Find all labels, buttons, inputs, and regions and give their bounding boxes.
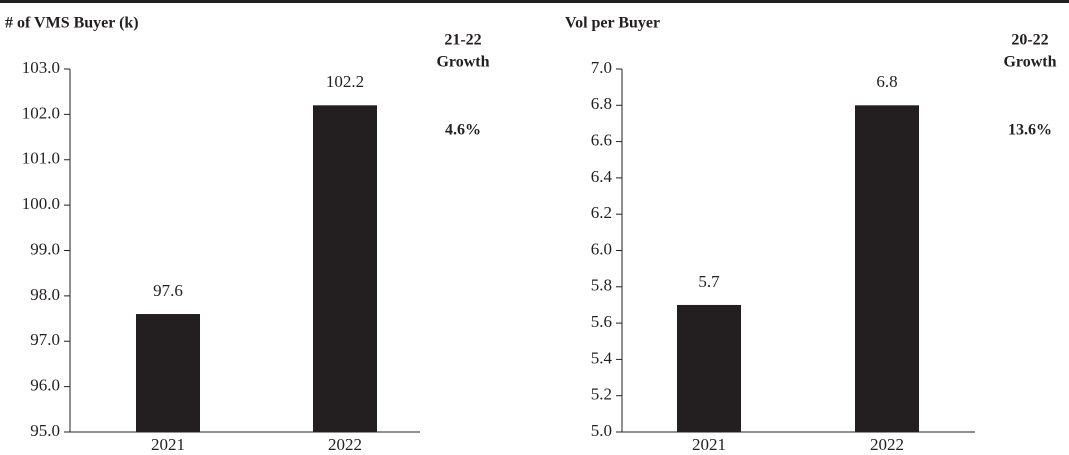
annotation-heading: 21-22 [444, 32, 481, 49]
y-tick-label: 102.0 [22, 103, 60, 122]
y-tick-label: 101.0 [22, 149, 60, 168]
y-tick-label: 5.0 [591, 421, 612, 440]
chart-title: Vol per Buyer [565, 15, 660, 32]
y-tick-label: 6.4 [591, 167, 613, 186]
annotation-heading: Growth [1003, 54, 1056, 71]
annotation-value: 13.6% [1008, 122, 1052, 139]
bar [313, 105, 377, 433]
chart-title: # of VMS Buyer (k) [5, 15, 139, 32]
x-tick-label: 2022 [870, 435, 904, 454]
annotation-value: 4.6% [445, 122, 481, 139]
y-tick-label: 97.0 [30, 330, 60, 349]
bar [677, 304, 741, 432]
bar [136, 314, 200, 432]
x-tick-label: 2021 [151, 435, 185, 454]
y-tick-label: 96.0 [30, 376, 60, 395]
bar [855, 105, 919, 433]
value-label: 5.7 [698, 272, 720, 291]
value-label: 97.6 [153, 281, 183, 300]
annotation-heading: Growth [436, 54, 489, 71]
x-tick-label: 2021 [692, 435, 726, 454]
y-tick-label: 5.2 [591, 385, 612, 404]
y-tick-label: 103.0 [22, 58, 60, 77]
y-tick-label: 6.0 [591, 239, 612, 258]
y-tick-label: 6.2 [591, 203, 612, 222]
x-tick-label: 2022 [328, 435, 362, 454]
annotation-heading: 20-22 [1011, 32, 1048, 49]
y-tick-label: 6.6 [591, 131, 612, 150]
top-rule [0, 0, 1069, 3]
value-label: 6.8 [876, 72, 897, 91]
y-tick-label: 98.0 [30, 285, 60, 304]
y-tick-label: 95.0 [30, 421, 60, 440]
y-tick-label: 5.8 [591, 276, 612, 295]
y-tick-label: 100.0 [22, 194, 60, 213]
y-tick-label: 5.4 [591, 348, 613, 367]
y-tick-label: 99.0 [30, 239, 60, 258]
y-tick-label: 6.8 [591, 94, 612, 113]
y-tick-label: 5.6 [591, 312, 612, 331]
value-label: 102.2 [326, 72, 364, 91]
y-tick-label: 7.0 [591, 58, 612, 77]
